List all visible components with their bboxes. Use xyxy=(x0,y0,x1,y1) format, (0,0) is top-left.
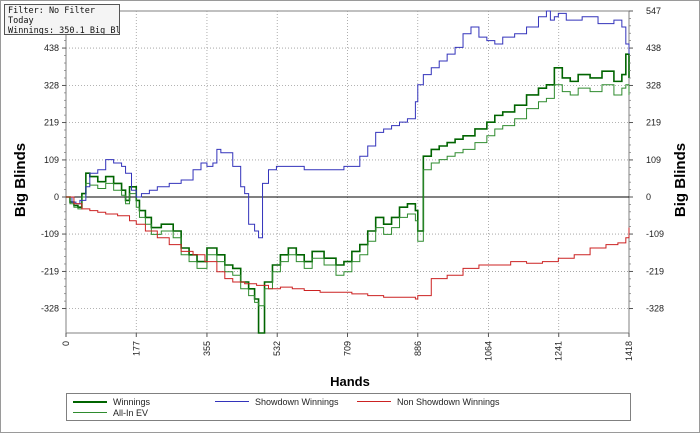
period-text: Today xyxy=(8,16,34,26)
y-tick-label-left: -219 xyxy=(41,266,59,276)
legend-item-showdown: Showdown Winnings xyxy=(215,396,339,407)
y-axis-label-left: Big Blinds xyxy=(12,143,29,217)
x-axis-label: Hands xyxy=(330,374,370,389)
series-line-non-showdown xyxy=(66,196,630,300)
y-tick-label-right: 438 xyxy=(646,43,661,53)
filter-info-box: Filter: No Filter Today Winnings: 350.1 … xyxy=(4,4,120,35)
y-tick-label-right: 547 xyxy=(646,6,661,16)
y-tick-label-right: 328 xyxy=(646,80,661,90)
x-tick-label: 886 xyxy=(413,341,423,356)
y-tick-label-left: 438 xyxy=(44,43,59,53)
legend-item-non-showdown: Non Showdown Winnings xyxy=(357,396,500,407)
x-tick-label: 1064 xyxy=(483,341,493,361)
legend-swatch-showdown xyxy=(215,401,249,402)
y-tick-label-right: -219 xyxy=(646,266,664,276)
legend-label-allin-ev: All-In EV xyxy=(113,407,149,418)
y-tick-label-left: -328 xyxy=(41,304,59,314)
y-tick-label-left: -109 xyxy=(41,229,59,239)
y-tick-label-left: 219 xyxy=(44,118,59,128)
x-tick-label: 1241 xyxy=(554,341,564,361)
y-axis-label-right: Big Blinds xyxy=(672,143,689,217)
series-layer xyxy=(66,10,630,334)
y-tick-label-right: -109 xyxy=(646,229,664,239)
y-tick-label-right: 219 xyxy=(646,118,661,128)
legend-label-showdown: Showdown Winnings xyxy=(255,396,339,407)
tick-layer: 0 177 355 532 709 886 1064 1241 1418 -328 -328 -219… xyxy=(41,6,664,361)
legend: Winnings All-In EV Showdown Winnings Non… xyxy=(66,393,631,421)
filter-text: Filter: No Filter xyxy=(8,6,95,16)
y-tick-label-right: 109 xyxy=(646,155,661,165)
legend-swatch-allin-ev xyxy=(73,412,107,413)
legend-item-winnings: Winnings xyxy=(73,396,150,407)
winnings-text: Winnings: 350.1 Big Blinds xyxy=(8,26,119,35)
series-line-showdown xyxy=(66,10,630,239)
x-tick-label: 709 xyxy=(343,341,353,356)
x-tick-label: 355 xyxy=(202,341,212,356)
x-tick-label: 532 xyxy=(272,341,282,356)
series-line-allin-ev xyxy=(66,84,630,307)
x-tick-label: 0 xyxy=(61,341,71,346)
legend-swatch-non-showdown xyxy=(357,401,391,402)
legend-swatch-winnings xyxy=(73,400,107,403)
x-tick-label: 177 xyxy=(131,341,141,356)
y-tick-label-left: 0 xyxy=(54,192,59,202)
x-tick-label: 1418 xyxy=(624,341,634,361)
y-tick-label-left: 109 xyxy=(44,155,59,165)
legend-item-allin-ev: All-In EV xyxy=(73,407,148,418)
y-tick-label-left: 328 xyxy=(44,80,59,90)
legend-label-winnings: Winnings xyxy=(113,396,151,407)
y-tick-label-right: 0 xyxy=(646,192,651,202)
y-tick-label-right: -328 xyxy=(646,304,664,314)
legend-label-non-showdown: Non Showdown Winnings xyxy=(397,396,500,407)
